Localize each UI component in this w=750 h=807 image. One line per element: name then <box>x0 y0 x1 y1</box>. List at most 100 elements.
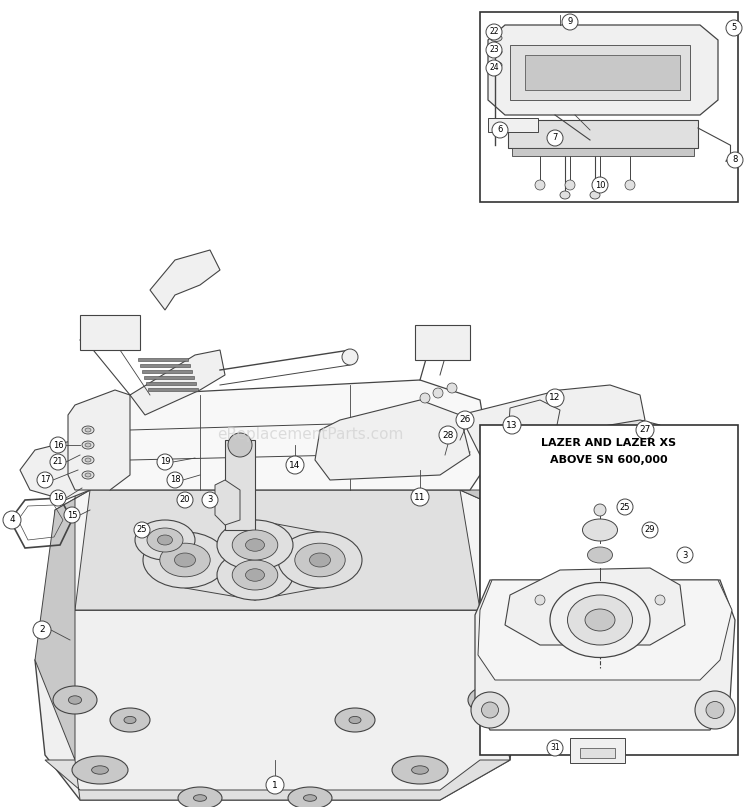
Circle shape <box>447 383 457 393</box>
Polygon shape <box>215 480 240 525</box>
Ellipse shape <box>560 191 570 199</box>
Text: 26: 26 <box>459 416 471 424</box>
Circle shape <box>486 42 502 58</box>
Circle shape <box>37 472 53 488</box>
Bar <box>510 45 690 100</box>
Ellipse shape <box>349 717 361 724</box>
Polygon shape <box>55 490 510 610</box>
Text: 3: 3 <box>682 550 688 559</box>
Ellipse shape <box>53 686 97 714</box>
Circle shape <box>503 416 521 434</box>
Bar <box>480 425 738 755</box>
Ellipse shape <box>178 787 222 807</box>
Bar <box>415 325 470 360</box>
Ellipse shape <box>295 543 345 577</box>
Text: 9: 9 <box>567 18 573 27</box>
Ellipse shape <box>124 717 136 724</box>
Bar <box>138 358 188 361</box>
Bar <box>144 376 194 379</box>
Ellipse shape <box>82 471 94 479</box>
Ellipse shape <box>217 550 293 600</box>
Circle shape <box>677 547 693 563</box>
Circle shape <box>594 504 606 516</box>
Bar <box>508 120 698 148</box>
Ellipse shape <box>110 708 150 732</box>
Bar <box>480 12 738 202</box>
Ellipse shape <box>335 708 375 732</box>
Text: 2: 2 <box>39 625 45 634</box>
Text: 8: 8 <box>732 156 738 165</box>
Circle shape <box>157 454 173 470</box>
Circle shape <box>50 437 66 453</box>
Ellipse shape <box>85 473 91 477</box>
Circle shape <box>486 24 502 40</box>
Polygon shape <box>460 385 645 455</box>
Ellipse shape <box>568 595 632 645</box>
Polygon shape <box>20 440 90 500</box>
Text: 29: 29 <box>645 525 656 534</box>
Text: 16: 16 <box>53 494 63 503</box>
Polygon shape <box>315 400 470 480</box>
Text: 13: 13 <box>506 420 518 429</box>
Ellipse shape <box>490 48 502 56</box>
Text: 24: 24 <box>489 64 499 73</box>
Ellipse shape <box>143 532 227 588</box>
Polygon shape <box>508 400 560 445</box>
Bar <box>148 388 198 391</box>
Circle shape <box>727 152 743 168</box>
Ellipse shape <box>587 547 613 563</box>
Circle shape <box>286 456 304 474</box>
Ellipse shape <box>482 702 499 718</box>
Ellipse shape <box>85 443 91 447</box>
Text: 5: 5 <box>731 23 736 32</box>
Text: 18: 18 <box>170 475 180 484</box>
Polygon shape <box>45 760 510 800</box>
Circle shape <box>546 389 564 407</box>
Text: 15: 15 <box>67 511 77 520</box>
Circle shape <box>547 130 563 146</box>
Ellipse shape <box>288 787 332 807</box>
Text: 3: 3 <box>207 495 213 504</box>
Ellipse shape <box>92 766 109 774</box>
Polygon shape <box>505 568 685 645</box>
Polygon shape <box>478 580 732 680</box>
Circle shape <box>433 388 443 398</box>
Polygon shape <box>150 250 220 310</box>
Circle shape <box>562 14 578 30</box>
Polygon shape <box>475 580 735 730</box>
Ellipse shape <box>471 692 509 728</box>
Ellipse shape <box>278 532 362 588</box>
Ellipse shape <box>158 535 172 545</box>
Text: 25: 25 <box>620 503 630 512</box>
Ellipse shape <box>310 553 331 567</box>
Ellipse shape <box>412 766 428 774</box>
Polygon shape <box>130 350 225 415</box>
Circle shape <box>456 411 474 429</box>
Circle shape <box>726 20 742 36</box>
Text: 11: 11 <box>414 492 426 501</box>
Ellipse shape <box>85 458 91 462</box>
Polygon shape <box>575 420 660 470</box>
Polygon shape <box>90 380 490 490</box>
Text: 17: 17 <box>40 475 50 484</box>
Bar <box>525 55 680 90</box>
Ellipse shape <box>590 191 600 199</box>
Circle shape <box>411 488 429 506</box>
Ellipse shape <box>695 691 735 729</box>
Bar <box>146 382 196 385</box>
Text: 4: 4 <box>9 516 15 525</box>
Circle shape <box>592 177 608 193</box>
Ellipse shape <box>585 609 615 631</box>
Text: 14: 14 <box>290 461 301 470</box>
Circle shape <box>228 433 252 457</box>
Text: 22: 22 <box>489 27 499 36</box>
Ellipse shape <box>175 553 196 567</box>
Ellipse shape <box>82 441 94 449</box>
Ellipse shape <box>550 583 650 658</box>
Bar <box>142 370 192 373</box>
Bar <box>488 118 538 132</box>
Ellipse shape <box>245 539 265 551</box>
Ellipse shape <box>245 569 265 581</box>
Text: 27: 27 <box>639 425 651 434</box>
Polygon shape <box>75 490 480 610</box>
